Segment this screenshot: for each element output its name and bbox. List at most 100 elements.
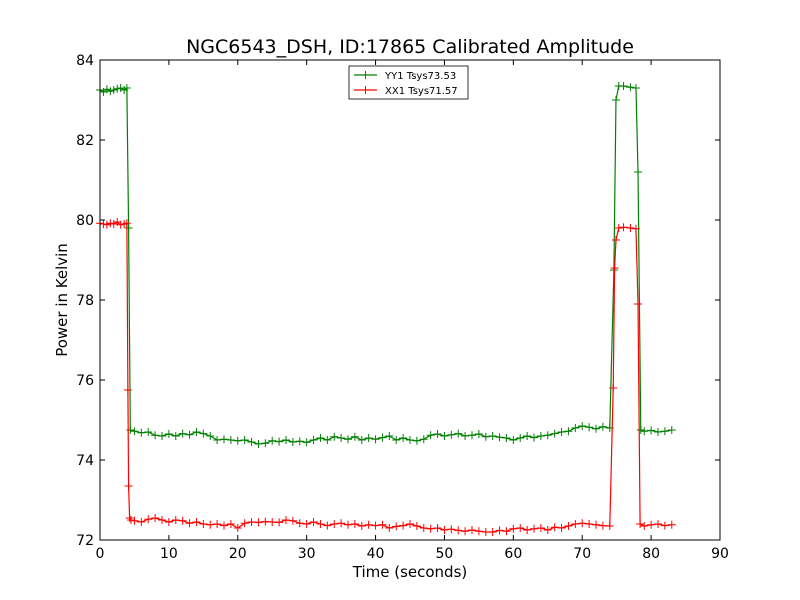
- data-point: [592, 424, 600, 433]
- data-point: [571, 520, 580, 528]
- y-tick-label: 72: [76, 533, 94, 549]
- data-point: [158, 432, 166, 440]
- data-point: [350, 520, 359, 528]
- data-point: [461, 432, 470, 440]
- data-point: [99, 220, 108, 228]
- data-point: [619, 82, 628, 90]
- data-point: [640, 522, 649, 530]
- data-point: [399, 521, 408, 530]
- data-point: [282, 436, 290, 444]
- data-point: [364, 520, 373, 529]
- series-2: [96, 218, 676, 536]
- data-point: [502, 527, 511, 536]
- data-point: [344, 435, 352, 444]
- data-point: [495, 526, 504, 535]
- data-point: [536, 432, 545, 440]
- data-point: [474, 430, 483, 438]
- data-point: [509, 524, 518, 533]
- data-point: [116, 220, 125, 229]
- data-point: [240, 436, 249, 444]
- data-point: [192, 428, 201, 436]
- data-point: [137, 428, 146, 437]
- data-point: [309, 518, 318, 526]
- data-point: [468, 526, 476, 534]
- data-point: [337, 434, 346, 442]
- data-point: [102, 220, 111, 229]
- data-point: [557, 524, 566, 532]
- legend-marker: [361, 86, 370, 94]
- data-point: [611, 96, 620, 104]
- data-point: [323, 521, 332, 530]
- data-point: [137, 518, 146, 526]
- legend-box: [348, 65, 469, 100]
- data-point: [144, 515, 153, 524]
- data-point: [474, 527, 483, 536]
- data-point: [516, 524, 525, 532]
- data-point: [124, 224, 133, 232]
- data-point: [557, 428, 566, 436]
- data-point: [178, 429, 187, 438]
- data-point: [357, 436, 366, 444]
- data-point: [454, 429, 463, 438]
- data-point: [288, 516, 297, 525]
- data-point: [399, 434, 408, 442]
- data-point: [530, 524, 538, 533]
- data-point: [106, 87, 115, 96]
- data-point: [592, 520, 600, 529]
- data-point: [626, 83, 635, 92]
- data-point: [609, 384, 618, 392]
- data-point: [233, 524, 242, 532]
- data-point: [330, 520, 339, 528]
- data-point: [247, 518, 256, 526]
- data-point: [130, 516, 139, 525]
- data-point: [564, 427, 573, 436]
- data-point: [433, 430, 442, 438]
- data-point: [185, 430, 194, 439]
- data-point: [302, 438, 311, 447]
- data-point: [199, 520, 208, 528]
- x-tick-label: 80: [642, 546, 660, 562]
- data-point: [220, 435, 228, 444]
- data-point: [610, 264, 619, 272]
- x-tick-label: 10: [160, 546, 178, 562]
- data-point: [543, 431, 552, 440]
- data-point: [634, 168, 643, 176]
- data-point: [543, 526, 552, 534]
- data-point: [288, 438, 297, 446]
- legend-label: YY1 Tsys73.53: [384, 71, 456, 82]
- series-1: [96, 82, 676, 448]
- data-point: [461, 527, 470, 536]
- data-point: [199, 429, 208, 438]
- data-point: [122, 219, 131, 228]
- data-point: [523, 526, 532, 534]
- data-point: [164, 518, 173, 526]
- data-point: [106, 219, 115, 228]
- data-point: [371, 521, 380, 530]
- x-axis-label: Time (seconds): [352, 563, 468, 581]
- plot-background: [100, 60, 720, 540]
- data-point: [447, 525, 456, 534]
- chart-title: NGC6543_DSH, ID:17865 Calibrated Amplitu…: [186, 36, 634, 58]
- y-tick-label: 74: [76, 453, 94, 469]
- legend-entry-2: XX1 Tsys71.57: [354, 86, 458, 97]
- data-point: [647, 426, 656, 435]
- data-point: [440, 526, 449, 534]
- data-point: [571, 424, 580, 432]
- data-point: [350, 432, 359, 441]
- data-point: [667, 426, 676, 434]
- plot-area: [100, 60, 720, 540]
- data-point: [488, 528, 497, 536]
- data-point: [268, 518, 277, 526]
- data-point: [178, 516, 187, 525]
- data-point: [392, 436, 401, 444]
- data-point: [433, 524, 442, 532]
- data-point: [634, 300, 643, 308]
- data-point: [213, 436, 222, 444]
- data-point: [598, 422, 607, 431]
- data-point: [585, 423, 594, 432]
- data-point: [605, 522, 614, 530]
- data-point: [654, 428, 662, 436]
- data-point: [185, 519, 194, 528]
- data-point: [192, 518, 201, 526]
- data-point: [523, 432, 532, 440]
